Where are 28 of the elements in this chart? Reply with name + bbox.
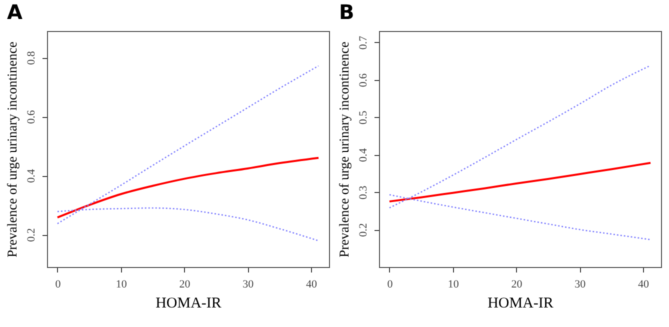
line-series: [388, 162, 652, 202]
y-tick-label: 0.2: [26, 228, 38, 242]
x-tick-label: 20: [179, 278, 191, 290]
y-axis-title: Prevalence of urge urinary incontinence: [336, 42, 352, 258]
y-tick-label: 0.4: [26, 168, 38, 183]
x-tick-label: 10: [448, 278, 460, 290]
y-tick-label: 0.5: [358, 110, 370, 125]
x-axis-title: HOMA-IR: [488, 296, 554, 312]
x-tick-label: 20: [511, 278, 523, 290]
y-axis-title: Prevalence of urge urinary incontinence: [4, 42, 20, 258]
y-tick-label: 0.8: [26, 50, 38, 65]
y-tick-label: 0.3: [358, 185, 370, 200]
x-tick-label: 40: [306, 278, 318, 290]
y-tick-label: 0.6: [26, 110, 38, 124]
line-series: [56, 156, 320, 218]
y-tick-label: 0.2: [358, 223, 370, 237]
x-axis-title: HOMA-IR: [156, 296, 222, 312]
chart-title: B: [339, 0, 354, 24]
y-tick-label: 0.4: [358, 148, 370, 162]
chart-title: A: [7, 0, 23, 24]
x-tick-label: 10: [116, 278, 128, 290]
y-tick-label: 0.6: [358, 72, 370, 88]
x-tick-label: 0: [55, 278, 62, 290]
y-tick-label: 0.7: [358, 35, 370, 50]
x-tick-label: 30: [574, 278, 586, 290]
x-tick-label: 30: [242, 278, 254, 290]
x-tick-label: 40: [638, 278, 650, 290]
x-tick-label: 0: [387, 278, 394, 290]
